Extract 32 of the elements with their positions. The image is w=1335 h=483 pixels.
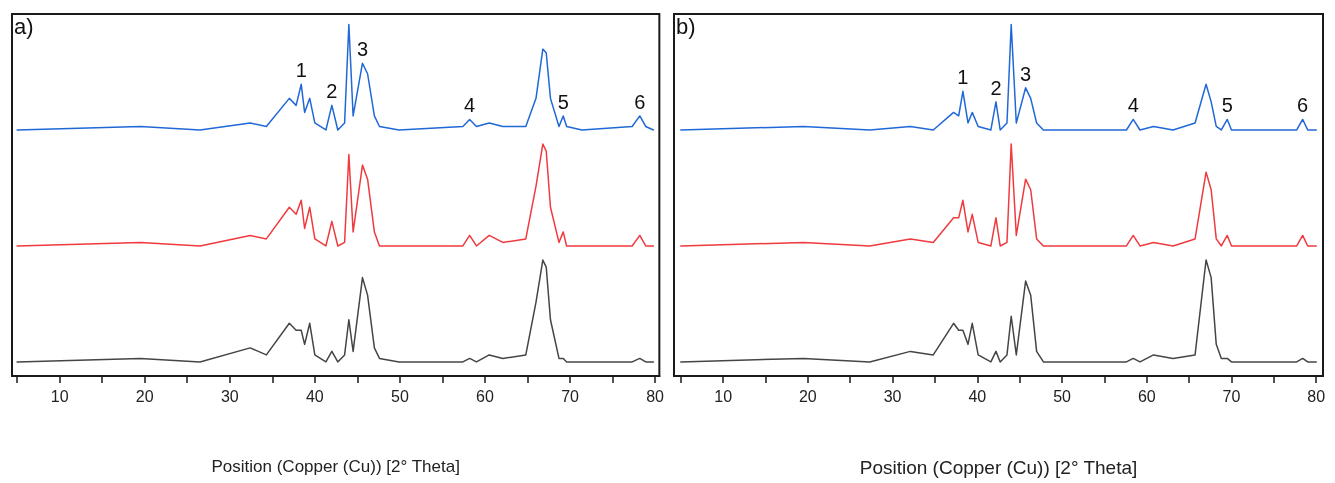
annotation: 3 [356, 38, 369, 61]
x-tick-label: 80 [1307, 387, 1326, 405]
x-tick-label: 40 [968, 387, 987, 405]
annotation: a) [14, 13, 34, 39]
annotation: 6 [634, 90, 646, 113]
annotation: b) [676, 13, 696, 39]
x-tick-label: 60 [476, 387, 494, 405]
annotation: 1 [957, 66, 969, 89]
x-tick-label: 30 [220, 387, 239, 405]
x-tick-label: 50 [1053, 387, 1072, 405]
x-tick-label: 40 [305, 387, 324, 405]
annotation: 6 [1297, 94, 1309, 117]
annotation: 1 [295, 59, 307, 82]
x-tick-label: 70 [1222, 387, 1241, 405]
annotation: 2 [990, 76, 1002, 99]
annotation: 5 [557, 90, 569, 113]
x-axis-title: Position (Copper (Cu)) [2° Theta] [211, 457, 460, 476]
x-tick-label: 60 [1137, 387, 1156, 405]
annotation: 4 [1127, 94, 1139, 117]
annotation: 5 [1221, 94, 1233, 117]
x-tick-label: 80 [646, 387, 665, 405]
x-tick-label: 70 [561, 387, 580, 405]
annotation: 3 [1020, 62, 1032, 85]
annotation: 4 [464, 94, 476, 117]
x-tick-label: 10 [714, 387, 733, 405]
x-tick-label: 20 [135, 387, 154, 405]
x-axis-title: Position (Copper (Cu)) [2° Theta] [859, 457, 1138, 478]
x-tick-label: 50 [391, 387, 409, 405]
x-tick-label: 30 [883, 387, 902, 405]
annotation: 2 [326, 80, 338, 103]
x-tick-label: 10 [50, 387, 69, 405]
x-tick-label: 20 [798, 387, 817, 405]
